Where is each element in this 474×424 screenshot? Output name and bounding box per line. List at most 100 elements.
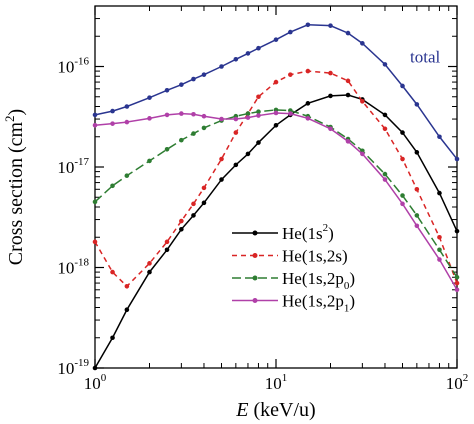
data-point-he-1s2 [256,140,261,145]
series-line-total [94,24,458,160]
legend-swatch-marker [252,275,258,281]
data-point-he-1s2 [124,307,130,313]
data-point-total [147,95,152,100]
legend-item-he-1s2: He(1s2) [232,222,334,243]
data-point-he-1s-2s [256,94,261,100]
data-point-he-1s-2p1 [273,110,279,116]
data-point-he-1s2 [328,93,333,99]
data-point-he-1s-2p0 [400,193,405,198]
data-point-he-1s-2p1 [454,287,460,293]
data-point-total [305,22,311,28]
data-point-he-1s-2s [179,218,184,224]
data-point-total [400,83,405,89]
data-point-total [256,45,261,51]
data-point-he-1s-2s [147,261,152,266]
y-tick-label: 10-18 [57,257,89,278]
data-point-he-1s-2p0 [179,137,184,143]
data-point-he-1s-2p1 [414,223,420,229]
data-point-total [233,56,239,62]
data-point-he-1s-2p1 [288,111,293,116]
data-point-he-1s2 [92,365,98,371]
data-point-he-1s-2s [305,68,311,74]
data-point-he-1s2 [110,335,115,341]
data-point-he-1s2 [245,151,251,157]
data-point-total [110,108,115,114]
data-point-he-1s-2p0 [201,125,207,131]
data-point-he-1s-2p0 [245,111,251,116]
data-point-he-1s2 [273,122,279,128]
data-point-he-1s-2p0 [110,183,115,189]
data-point-he-1s-2s [454,280,460,286]
data-point-total [124,104,130,109]
legend-item-he-1s-2s: He(1s,2s) [232,247,348,266]
data-point-he-1s2 [454,228,460,234]
data-point-total [164,87,170,93]
legend-swatch-marker [252,230,258,236]
y-axis-label: Cross section (cm2) [2,109,27,265]
data-point-he-1s-2s [328,70,333,76]
data-point-total [191,76,196,82]
data-point-he-1s-2p1 [219,116,224,122]
data-point-he-1s-2p1 [201,113,207,119]
data-point-he-1s2 [400,130,405,135]
data-point-he-1s2 [233,162,239,168]
y-axis-label-sup: 2 [2,115,17,122]
data-point-total [382,62,388,67]
data-point-he-1s-2p1 [191,111,196,117]
data-point-he-1s-2p1 [437,257,442,262]
data-point-he-1s-2p1 [164,112,170,118]
data-point-he-1s-2p1 [245,115,251,120]
data-point-he-1s2 [191,213,196,218]
data-point-total [414,102,420,107]
data-point-he-1s-2p1 [110,121,115,126]
x-tick-label: 100 [84,372,107,393]
legend: He(1s2) He(1s,2s) He(1s,2p0)He(1s,2p1) [232,222,355,315]
series-total [92,22,460,162]
data-point-he-1s-2s [164,239,170,245]
data-point-he-1s-2s [414,186,420,192]
data-point-he-1s2 [382,112,388,118]
x-axis-label: E (keV/u) [235,399,315,421]
data-point-he-1s-2p0 [164,147,170,152]
data-point-he-1s-2s [382,126,388,132]
x-axis-ticks: 100 101 102 [84,6,469,393]
data-point-he-1s-2s [233,130,239,135]
x-tick-label: 102 [446,372,469,393]
legend-label: He(1s,2p1) [282,292,355,315]
data-point-he-1s-2p1 [382,177,388,182]
legend-item-he-1s-2p0: He(1s,2p0) [232,269,355,292]
data-point-total [360,41,365,46]
x-tick-label: 101 [265,372,288,393]
legend-label: He(1s,2s) [282,247,348,266]
y-tick-label: 10-16 [57,56,89,77]
data-point-he-1s-2s [288,72,293,77]
legend-swatch-marker [252,298,258,303]
y-tick-label: 10-19 [57,357,89,378]
data-point-he-1s-2p1 [92,122,98,128]
data-point-he-1s2 [345,92,351,98]
data-point-total [437,134,442,140]
data-point-he-1s-2s [400,156,405,162]
data-point-he-1s2 [201,200,207,206]
data-point-he-1s-2p0 [454,274,460,280]
total-annotation: total [410,47,440,66]
data-point-total [273,37,279,42]
data-point-he-1s-2p0 [147,158,152,164]
data-point-he-1s-2p1 [360,151,365,157]
legend-label: He(1s2) [282,222,334,243]
data-point-total [92,112,98,118]
data-point-he-1s-2p1 [179,111,184,116]
data-point-he-1s-2p1 [328,126,333,132]
data-point-total [345,30,351,36]
data-point-he-1s-2p1 [400,201,405,207]
series-layer [92,22,460,371]
data-point-he-1s-2s [219,156,224,162]
data-point-he-1s-2s [437,234,442,240]
data-point-he-1s-2p1 [305,116,311,121]
data-point-he-1s-2s [345,78,351,84]
data-point-he-1s-2p1 [345,139,351,144]
data-point-total [201,72,207,77]
data-point-he-1s2 [414,150,420,155]
data-point-total [328,23,333,28]
